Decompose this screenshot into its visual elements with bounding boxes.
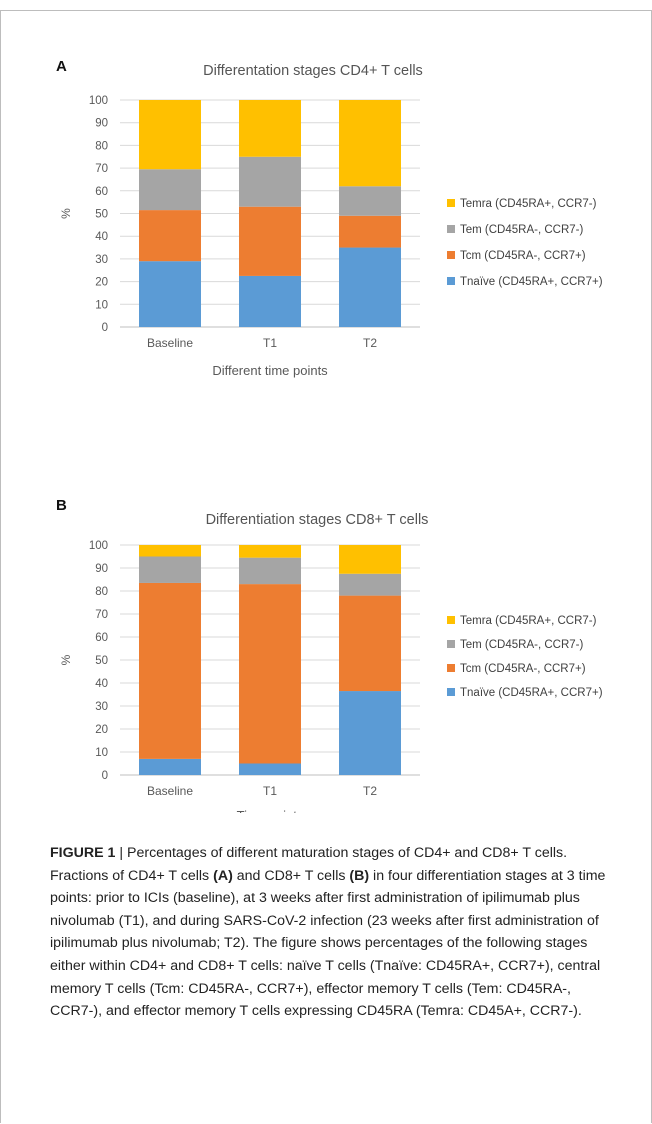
y-tick-label: 40 [95,231,108,243]
y-tick-label: 40 [95,678,108,690]
y-tick-label: 50 [95,209,108,221]
y-tick-label: 80 [95,586,108,598]
x-axis-label: Time points [237,808,304,813]
bar-segment [239,584,301,764]
caption-text-1: Percentages of different maturation stag… [50,845,568,884]
y-axis-label: % [59,654,73,665]
y-tick-label: 0 [102,770,108,782]
bar-segment [239,100,301,157]
x-tick-label: T2 [363,336,377,350]
legend-swatch [447,225,455,233]
bar-segment [139,261,201,327]
y-tick-label: 60 [95,186,108,198]
bar-segment [239,763,301,775]
x-tick-label: Baseline [147,336,193,350]
x-tick-label: Baseline [147,784,193,798]
y-tick-label: 100 [89,95,108,107]
caption-text-3: in four differentiation stages at 3 time… [50,867,606,1020]
legend-swatch [447,640,455,648]
y-tick-label: 90 [95,118,108,130]
bar-segment [339,215,401,248]
y-tick-label: 20 [95,724,108,736]
bar-segment [239,545,301,558]
bar-segment [339,595,401,692]
caption-text-2: and CD8+ T cells [232,867,350,884]
panel-label-b: B [56,497,67,514]
legend-entry: Tem (CD45RA-, CCR7-) [460,639,583,651]
caption-label: FIGURE 1 [50,845,116,861]
bar-segment [139,556,201,583]
bar-segment [239,275,301,327]
panel-b: B Differentiation stages CD8+ T cells 0 10… [50,495,620,823]
chart-cd8: Differentiation stages CD8+ T cells 0 10 20… [59,512,603,823]
y-tick-label: 0 [102,322,108,334]
y-tick-label: 50 [95,655,108,667]
bar-segment [339,691,401,775]
y-tick-label: 90 [95,563,108,575]
legend-entry: Tnaïve (CD45RA+, CCR7+) [460,276,603,288]
panel-a: A Differentation stages CD4+ T cells 0 10 2… [50,50,620,480]
bar-segment [239,206,301,276]
y-tick-label: 10 [95,747,108,759]
y-tick-label: 30 [95,254,108,266]
caption-ref-b: (B) [349,867,370,884]
bar-segment [339,100,401,187]
x-tick-label: T2 [363,784,377,798]
chart-cd4: Differentation stages CD4+ T cells 0 10 20 3… [59,63,603,378]
bar-segment [139,210,201,262]
chart-title: Differentiation stages CD8+ T cells [206,512,429,528]
y-tick-label: 100 [89,540,108,552]
figure-caption: FIGURE 1 | Percentages of different matu… [50,842,620,1023]
legend-entry: Tcm (CD45RA-, CCR7+) [460,250,586,262]
bar-segment [339,247,401,327]
legend-entry: Temra (CD45RA+, CCR7-) [460,198,597,210]
legend-swatch [447,251,455,259]
legend-swatch [447,199,455,207]
bar-segment [339,573,401,596]
y-tick-label: 70 [95,163,108,175]
y-tick-label: 10 [95,299,108,311]
y-tick-label: 30 [95,701,108,713]
caption-ref-a: (A) [213,867,233,884]
legend-entry: Tcm (CD45RA-, CCR7+) [460,663,586,675]
bar-segment [139,100,201,170]
legend-entry: Tem (CD45RA-, CCR7-) [460,224,583,236]
legend-entry: Temra (CD45RA+, CCR7-) [460,615,597,627]
panel-label-a: A [56,58,67,75]
y-tick-label: 60 [95,632,108,644]
chart-title: Differentation stages CD4+ T cells [203,63,423,79]
y-tick-label: 70 [95,609,108,621]
bar-segment [139,169,201,211]
x-axis-label: Different time points [212,363,328,378]
x-tick-label: T1 [263,784,277,798]
bar-segment [339,545,401,574]
y-tick-label: 20 [95,277,108,289]
y-axis-label: % [59,208,73,219]
bar-segment [239,156,301,207]
bar-segment [139,545,201,557]
bar-segment [239,557,301,585]
legend-entry: Tnaïve (CD45RA+, CCR7+) [460,687,603,699]
x-tick-label: T1 [263,336,277,350]
y-tick-label: 80 [95,140,108,152]
bar-segment [139,582,201,759]
bar-segment [139,758,201,775]
legend-swatch [447,277,455,285]
legend-swatch [447,688,455,696]
legend-swatch [447,664,455,672]
caption-separator: | [115,845,128,861]
legend-swatch [447,616,455,624]
bar-segment [339,186,401,216]
